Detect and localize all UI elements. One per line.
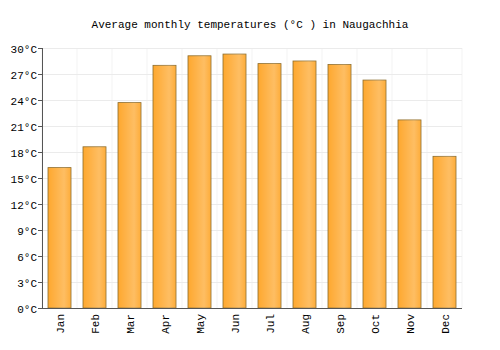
bar bbox=[328, 64, 351, 308]
y-axis bbox=[42, 48, 43, 308]
grid-line bbox=[42, 48, 462, 49]
x-tick-label: Oct bbox=[370, 314, 382, 334]
y-tick-label: 21°C bbox=[11, 122, 38, 134]
chart: Average monthly temperatures (°C ) in Na… bbox=[0, 0, 500, 350]
bar bbox=[363, 80, 386, 308]
x-tick-label: Nov bbox=[405, 314, 417, 334]
x-axis bbox=[42, 308, 462, 309]
grid-line bbox=[42, 308, 462, 309]
x-tick-label: Mar bbox=[125, 314, 137, 334]
x-tick-label: Dec bbox=[440, 314, 452, 334]
bar bbox=[48, 168, 71, 308]
bar-shine bbox=[188, 56, 211, 308]
bar-shine bbox=[258, 64, 281, 308]
grid-line bbox=[42, 74, 462, 75]
x-tick-label: Apr bbox=[160, 314, 172, 334]
tick bbox=[38, 256, 42, 257]
grid-line bbox=[42, 100, 462, 101]
bar bbox=[258, 64, 281, 308]
bar bbox=[433, 156, 456, 308]
bar-shine bbox=[153, 65, 176, 308]
y-tick-label: 30°C bbox=[11, 44, 38, 56]
y-tick-label: 6°C bbox=[17, 252, 37, 264]
tick bbox=[38, 178, 42, 179]
bar-shine bbox=[223, 54, 246, 308]
bar bbox=[223, 54, 246, 308]
x-tick-label: Sep bbox=[335, 314, 347, 334]
y-tick-label: 18°C bbox=[11, 148, 38, 160]
x-tick-label: Jul bbox=[265, 314, 277, 334]
tick bbox=[38, 152, 42, 153]
y-tick-label: 3°C bbox=[17, 278, 37, 290]
y-tick-label: 0°C bbox=[17, 304, 37, 316]
bar-shine bbox=[293, 61, 316, 308]
x-tick-label: Feb bbox=[90, 314, 102, 334]
tick bbox=[38, 100, 42, 101]
bars bbox=[48, 54, 456, 308]
y-tick-label: 9°C bbox=[17, 226, 37, 238]
tick bbox=[38, 230, 42, 231]
tick bbox=[38, 282, 42, 283]
y-tick-label: 12°C bbox=[11, 200, 38, 212]
tick bbox=[38, 48, 42, 49]
bar bbox=[83, 147, 106, 308]
bar bbox=[188, 56, 211, 308]
x-tick-label: May bbox=[195, 314, 207, 334]
grid bbox=[38, 48, 462, 309]
x-tick-label: Jun bbox=[230, 314, 242, 334]
x-tick-label: Aug bbox=[300, 314, 312, 334]
tick bbox=[38, 308, 42, 309]
bar bbox=[398, 120, 421, 308]
bar-shine bbox=[118, 103, 141, 308]
y-tick-label: 15°C bbox=[11, 174, 38, 186]
bar-shine bbox=[363, 80, 386, 308]
y-tick-label: 27°C bbox=[11, 70, 38, 82]
bar-shine bbox=[83, 147, 106, 308]
bar-shine bbox=[433, 156, 456, 308]
tick bbox=[38, 204, 42, 205]
x-tick-label: Jan bbox=[55, 314, 67, 334]
bar-shine bbox=[328, 64, 351, 308]
title: Average monthly temperatures (°C ) in Na… bbox=[92, 19, 409, 31]
bar-shine bbox=[398, 120, 421, 308]
bar-shine bbox=[48, 168, 71, 308]
tick bbox=[38, 74, 42, 75]
bar bbox=[118, 103, 141, 308]
bar bbox=[153, 65, 176, 308]
tick bbox=[38, 126, 42, 127]
bar bbox=[293, 61, 316, 308]
y-tick-label: 24°C bbox=[11, 96, 38, 108]
